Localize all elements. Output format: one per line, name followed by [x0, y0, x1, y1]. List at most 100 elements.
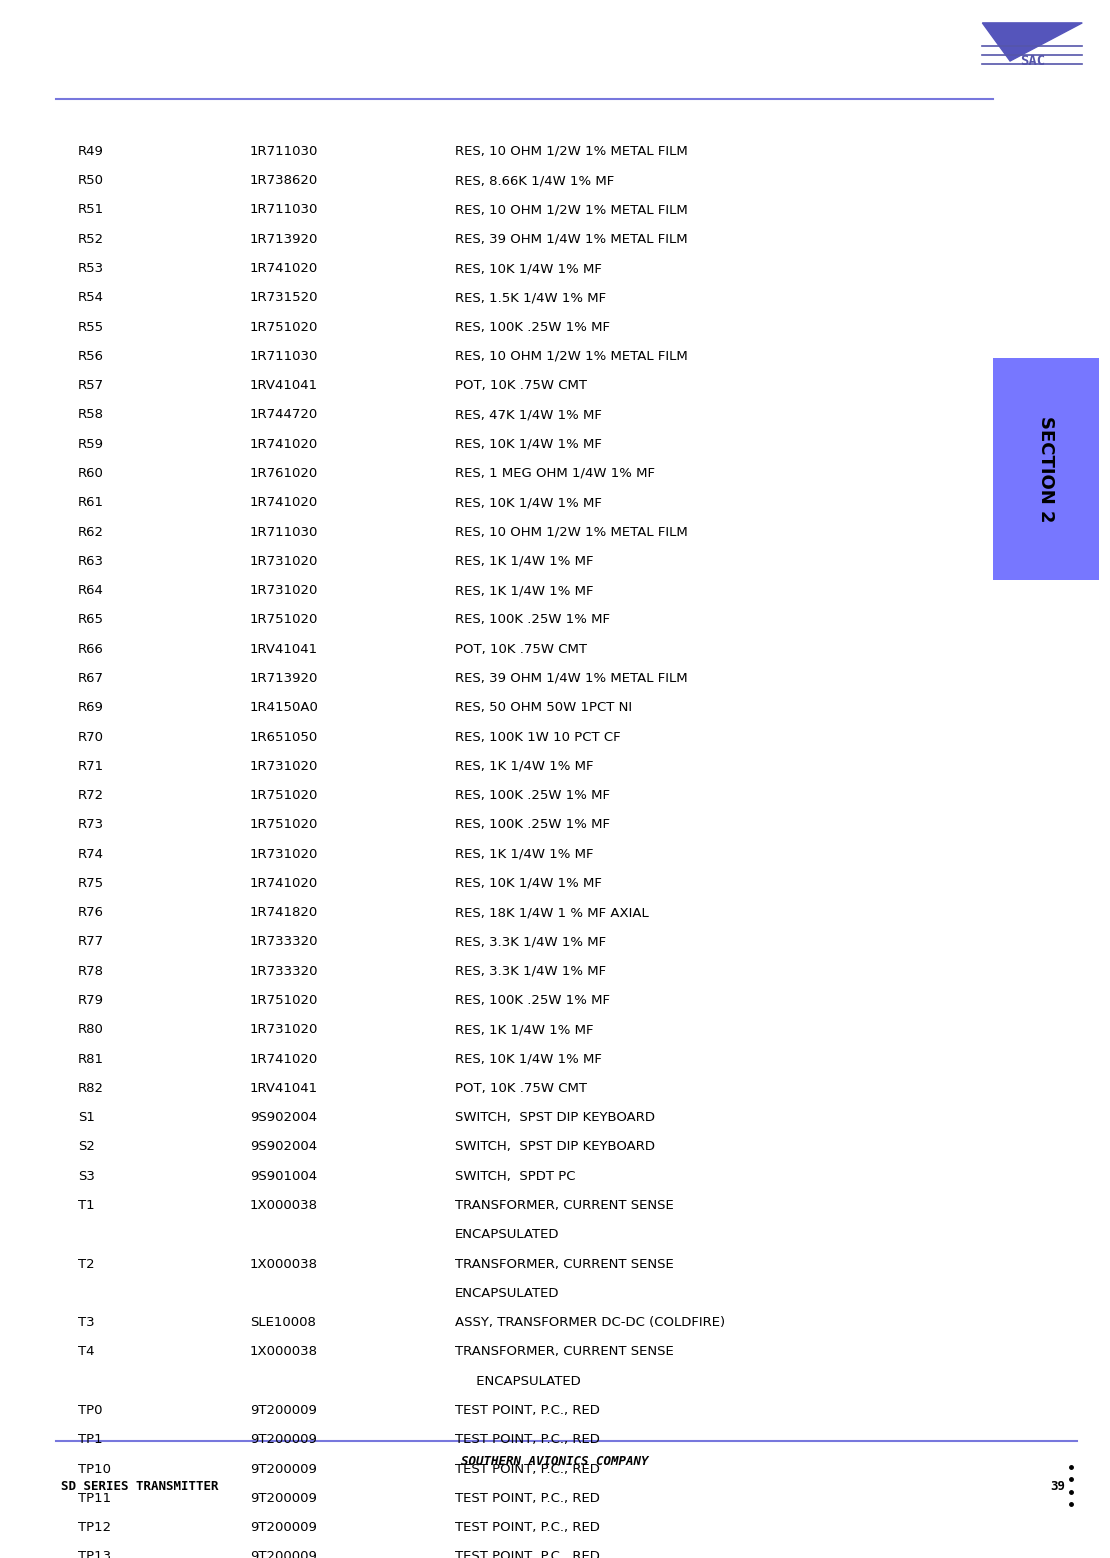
Text: 1R731520: 1R731520	[250, 291, 319, 304]
Text: 1R731020: 1R731020	[250, 584, 319, 597]
Text: R63: R63	[78, 555, 103, 567]
Text: 1R761020: 1R761020	[250, 467, 317, 480]
Text: R64: R64	[78, 584, 103, 597]
Text: R72: R72	[78, 788, 104, 802]
Text: POT, 10K .75W CMT: POT, 10K .75W CMT	[455, 1081, 587, 1095]
Text: 1X000038: 1X000038	[250, 1257, 317, 1271]
Text: 9T200009: 9T200009	[250, 1463, 316, 1475]
Text: RES, 10K 1/4W 1% MF: RES, 10K 1/4W 1% MF	[455, 877, 602, 890]
Text: 1R711030: 1R711030	[250, 351, 319, 363]
Text: TRANSFORMER, CURRENT SENSE: TRANSFORMER, CURRENT SENSE	[455, 1346, 674, 1359]
Text: RES, 1K 1/4W 1% MF: RES, 1K 1/4W 1% MF	[455, 1024, 594, 1036]
Text: 9T200009: 9T200009	[250, 1521, 316, 1535]
Text: RES, 1.5K 1/4W 1% MF: RES, 1.5K 1/4W 1% MF	[455, 291, 606, 304]
Text: 9T200009: 9T200009	[250, 1493, 316, 1505]
Text: 1R733320: 1R733320	[250, 935, 319, 949]
Text: 1R741020: 1R741020	[250, 877, 317, 890]
Polygon shape	[982, 23, 1082, 61]
Text: 1R711030: 1R711030	[250, 525, 319, 539]
Text: 1R751020: 1R751020	[250, 614, 319, 626]
Text: R81: R81	[78, 1053, 103, 1066]
Text: R67: R67	[78, 671, 103, 686]
Text: RES, 8.66K 1/4W 1% MF: RES, 8.66K 1/4W 1% MF	[455, 174, 614, 187]
Bar	[993, 358, 1099, 580]
Text: RES, 10K 1/4W 1% MF: RES, 10K 1/4W 1% MF	[455, 262, 602, 276]
Text: R73: R73	[78, 818, 104, 832]
Text: S1: S1	[78, 1111, 94, 1125]
Text: 1R651050: 1R651050	[250, 731, 317, 743]
Text: POT, 10K .75W CMT: POT, 10K .75W CMT	[455, 379, 587, 393]
Text: R55: R55	[78, 321, 104, 333]
Text: T1: T1	[78, 1200, 94, 1212]
Text: 1R741020: 1R741020	[250, 1053, 317, 1066]
Text: RES, 100K .25W 1% MF: RES, 100K .25W 1% MF	[455, 994, 610, 1006]
Text: SECTION 2: SECTION 2	[1037, 416, 1056, 522]
Text: 1R731020: 1R731020	[250, 848, 319, 860]
Text: RES, 10 OHM 1/2W 1% METAL FILM: RES, 10 OHM 1/2W 1% METAL FILM	[455, 351, 688, 363]
Text: R56: R56	[78, 351, 103, 363]
Text: RES, 10K 1/4W 1% MF: RES, 10K 1/4W 1% MF	[455, 438, 602, 450]
Text: 39: 39	[1050, 1480, 1066, 1494]
Text: RES, 1K 1/4W 1% MF: RES, 1K 1/4W 1% MF	[455, 848, 594, 860]
Text: R80: R80	[78, 1024, 103, 1036]
Text: TP11: TP11	[78, 1493, 111, 1505]
Text: R62: R62	[78, 525, 103, 539]
Text: R75: R75	[78, 877, 104, 890]
Text: 9S902004: 9S902004	[250, 1111, 316, 1125]
Text: SWITCH,  SPST DIP KEYBOARD: SWITCH, SPST DIP KEYBOARD	[455, 1140, 655, 1153]
Text: SOUTHERN AVIONICS COMPANY: SOUTHERN AVIONICS COMPANY	[462, 1455, 648, 1468]
Text: R61: R61	[78, 497, 103, 509]
Text: ENCAPSULATED: ENCAPSULATED	[455, 1287, 559, 1299]
Text: 1R733320: 1R733320	[250, 964, 319, 978]
Text: RES, 10 OHM 1/2W 1% METAL FILM: RES, 10 OHM 1/2W 1% METAL FILM	[455, 145, 688, 157]
Text: R65: R65	[78, 614, 103, 626]
Text: 1R713920: 1R713920	[250, 671, 319, 686]
Text: RES, 39 OHM 1/4W 1% METAL FILM: RES, 39 OHM 1/4W 1% METAL FILM	[455, 671, 688, 686]
Text: 1R744720: 1R744720	[250, 408, 317, 421]
Text: TEST POINT, P.C., RED: TEST POINT, P.C., RED	[455, 1404, 601, 1416]
Text: ENCAPSULATED: ENCAPSULATED	[455, 1228, 559, 1242]
Text: TRANSFORMER, CURRENT SENSE: TRANSFORMER, CURRENT SENSE	[455, 1200, 674, 1212]
Text: TP13: TP13	[78, 1550, 111, 1558]
Text: RES, 10K 1/4W 1% MF: RES, 10K 1/4W 1% MF	[455, 497, 602, 509]
Text: 9T200009: 9T200009	[250, 1433, 316, 1446]
Text: 1R751020: 1R751020	[250, 788, 319, 802]
Text: TP0: TP0	[78, 1404, 102, 1416]
Text: R49: R49	[78, 145, 103, 157]
Text: 1R731020: 1R731020	[250, 555, 319, 567]
Text: 1R738620: 1R738620	[250, 174, 317, 187]
Text: 1R751020: 1R751020	[250, 321, 319, 333]
Text: TP12: TP12	[78, 1521, 111, 1535]
Text: RES, 39 OHM 1/4W 1% METAL FILM: RES, 39 OHM 1/4W 1% METAL FILM	[455, 232, 688, 246]
Text: 1RV41041: 1RV41041	[250, 1081, 317, 1095]
Text: SLE10008: SLE10008	[250, 1317, 315, 1329]
Text: RES, 3.3K 1/4W 1% MF: RES, 3.3K 1/4W 1% MF	[455, 964, 606, 978]
Text: SWITCH,  SPDT PC: SWITCH, SPDT PC	[455, 1170, 576, 1183]
Text: 9T200009: 9T200009	[250, 1404, 316, 1416]
Text: 9T200009: 9T200009	[250, 1550, 316, 1558]
Text: SAC: SAC	[1020, 55, 1045, 69]
Text: SD SERIES TRANSMITTER: SD SERIES TRANSMITTER	[61, 1480, 219, 1494]
Text: ASSY, TRANSFORMER DC-DC (COLDFIRE): ASSY, TRANSFORMER DC-DC (COLDFIRE)	[455, 1317, 725, 1329]
Text: R77: R77	[78, 935, 104, 949]
Text: RES, 50 OHM 50W 1PCT NI: RES, 50 OHM 50W 1PCT NI	[455, 701, 633, 714]
Text: 1R711030: 1R711030	[250, 145, 319, 157]
Text: 1R731020: 1R731020	[250, 760, 319, 773]
Text: S2: S2	[78, 1140, 94, 1153]
Text: RES, 10 OHM 1/2W 1% METAL FILM: RES, 10 OHM 1/2W 1% METAL FILM	[455, 525, 688, 539]
Text: 1X000038: 1X000038	[250, 1200, 317, 1212]
Text: 1R741020: 1R741020	[250, 262, 317, 276]
Text: 1R711030: 1R711030	[250, 204, 319, 217]
Text: RES, 1K 1/4W 1% MF: RES, 1K 1/4W 1% MF	[455, 584, 594, 597]
Text: R69: R69	[78, 701, 103, 714]
Text: 1R731020: 1R731020	[250, 1024, 319, 1036]
Text: R54: R54	[78, 291, 103, 304]
Text: 1R741020: 1R741020	[250, 438, 317, 450]
Text: RES, 100K .25W 1% MF: RES, 100K .25W 1% MF	[455, 614, 610, 626]
Text: R66: R66	[78, 642, 103, 656]
Text: 1R741820: 1R741820	[250, 907, 317, 919]
Text: TEST POINT, P.C., RED: TEST POINT, P.C., RED	[455, 1433, 601, 1446]
Text: TEST POINT, P.C., RED: TEST POINT, P.C., RED	[455, 1521, 601, 1535]
Text: 1RV41041: 1RV41041	[250, 642, 317, 656]
Text: SWITCH,  SPST DIP KEYBOARD: SWITCH, SPST DIP KEYBOARD	[455, 1111, 655, 1125]
